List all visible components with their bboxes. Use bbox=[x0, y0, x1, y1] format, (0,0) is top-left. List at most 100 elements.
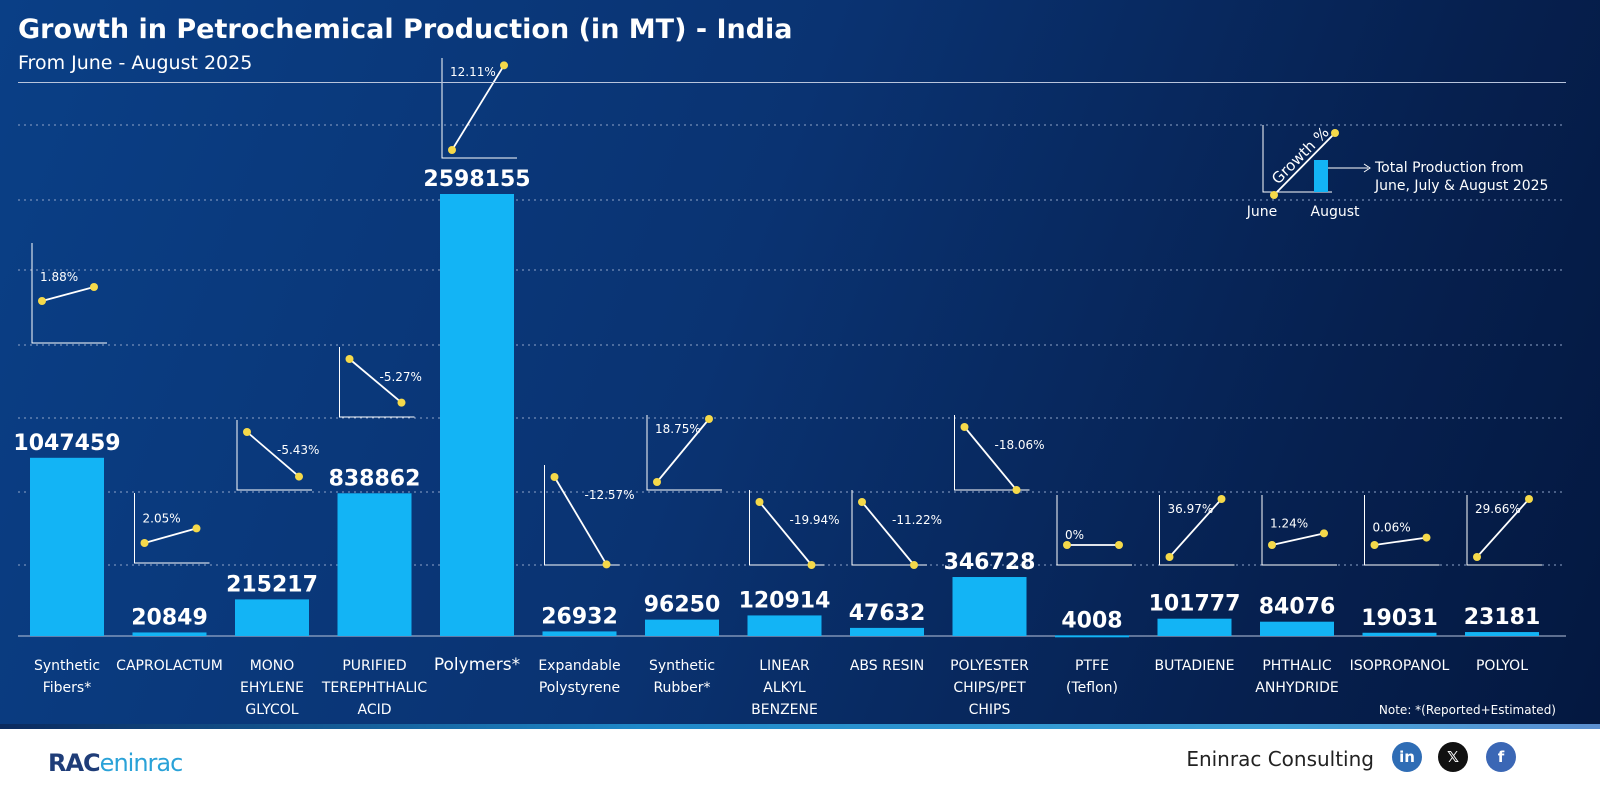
bar bbox=[747, 615, 822, 636]
eninrac-logo: RACeninrac bbox=[48, 749, 183, 777]
growth-axes bbox=[1261, 495, 1337, 566]
legend-bar-label: June, July & August 2025 bbox=[1374, 178, 1548, 194]
growth-end-point bbox=[1217, 495, 1226, 503]
legend-axes bbox=[1262, 125, 1332, 193]
growth-line bbox=[1168, 498, 1223, 558]
growth-end-point bbox=[1422, 533, 1431, 542]
data-label: 101777 bbox=[1149, 592, 1241, 617]
growth-axes bbox=[441, 58, 517, 159]
chart-background: 1047459 Synthetic Fibers* 1.88% 20849 CAPROLA… bbox=[0, 0, 1600, 728]
growth-start-point bbox=[960, 423, 969, 431]
growth-label: 18.75% bbox=[655, 422, 701, 436]
bar bbox=[235, 599, 309, 636]
category-label: ISOPROPANOL bbox=[1350, 658, 1450, 674]
bar bbox=[1362, 632, 1437, 636]
growth-line bbox=[861, 501, 915, 566]
growth-start-point bbox=[38, 297, 46, 305]
category-label: CAPROLACTUM bbox=[116, 658, 223, 674]
data-label: 20849 bbox=[131, 605, 208, 630]
category-label: PTFE (Teflon) bbox=[1066, 658, 1118, 696]
growth-axes bbox=[954, 415, 1030, 491]
growth-end-point bbox=[1115, 541, 1123, 549]
growth-label: 2.05% bbox=[143, 511, 181, 525]
legend-growth-line bbox=[1273, 132, 1336, 196]
category-label: Polymers* bbox=[434, 655, 520, 675]
chart-title: Growth in Petrochemical Production (in M… bbox=[18, 14, 793, 45]
growth-start-point bbox=[550, 473, 559, 481]
growth-line bbox=[553, 476, 608, 565]
growth-start-point bbox=[1165, 553, 1174, 561]
growth-line bbox=[1374, 536, 1427, 546]
data-label: 84076 bbox=[1259, 595, 1336, 620]
chart-area: 1047459 Synthetic Fibers* 1.88% 20849 CAPROLA… bbox=[13, 58, 1566, 718]
growth-line bbox=[963, 426, 1018, 491]
growth-axes bbox=[134, 493, 210, 564]
bar bbox=[645, 619, 719, 636]
title-divider bbox=[18, 82, 1566, 83]
linkedin-icon[interactable]: in bbox=[1392, 742, 1422, 772]
data-label: 120914 bbox=[739, 588, 831, 613]
growth-label: 29.66% bbox=[1475, 502, 1521, 516]
growth-line bbox=[144, 527, 197, 544]
growth-label: -12.57% bbox=[585, 488, 635, 502]
category-label: Synthetic Fibers* bbox=[34, 658, 100, 696]
growth-label: -11.22% bbox=[892, 513, 942, 527]
category-label: BUTADIENE bbox=[1155, 658, 1235, 674]
growth-start-point bbox=[345, 355, 354, 363]
data-label: 47632 bbox=[849, 601, 926, 626]
growth-label: -18.06% bbox=[995, 438, 1045, 452]
x-icon[interactable]: 𝕏 bbox=[1438, 742, 1468, 772]
data-label: 346728 bbox=[944, 550, 1036, 575]
growth-line bbox=[41, 286, 95, 302]
brand-name: Eninrac Consulting bbox=[1186, 747, 1374, 771]
category-label: Expandable Polystyrene bbox=[538, 658, 620, 696]
growth-label: 1.24% bbox=[1270, 516, 1308, 530]
growth-end-point bbox=[397, 398, 406, 407]
growth-start-point bbox=[1473, 553, 1481, 561]
bar bbox=[1157, 618, 1232, 636]
growth-end-point bbox=[295, 472, 303, 481]
growth-end-point bbox=[910, 561, 918, 569]
bar bbox=[132, 632, 207, 636]
data-label: 1047459 bbox=[13, 431, 120, 456]
legend-bar bbox=[1314, 160, 1328, 192]
growth-label: 0% bbox=[1065, 528, 1084, 542]
growth-axes bbox=[851, 490, 927, 566]
growth-line bbox=[1476, 498, 1530, 558]
growth-start-point bbox=[1063, 541, 1071, 549]
growth-end-point bbox=[807, 561, 816, 569]
legend-start-point bbox=[1270, 191, 1278, 199]
growth-start-point bbox=[653, 478, 661, 486]
category-label: Synthetic Rubber* bbox=[649, 658, 715, 696]
footer: RACeninrac Eninrac Consulting in 𝕏 f bbox=[0, 729, 1600, 800]
growth-start-point bbox=[1370, 541, 1379, 549]
legend-end-point bbox=[1331, 129, 1339, 137]
growth-axes bbox=[749, 490, 825, 566]
bar bbox=[850, 627, 924, 636]
growth-end-point bbox=[1320, 529, 1328, 538]
growth-label: 12.11% bbox=[450, 65, 496, 79]
bar bbox=[1465, 632, 1539, 636]
legend-arrow-head bbox=[1363, 163, 1371, 173]
growth-axes bbox=[1364, 495, 1440, 566]
growth-label: -5.43% bbox=[277, 443, 319, 457]
bar bbox=[30, 457, 104, 636]
growth-label: 0.06% bbox=[1373, 521, 1411, 535]
growth-line bbox=[758, 501, 813, 566]
growth-start-point bbox=[140, 539, 149, 547]
category-label: POLYESTER CHIPS/PET CHIPS bbox=[950, 658, 1029, 718]
growth-end-point bbox=[705, 415, 713, 423]
bar bbox=[440, 194, 514, 636]
bar bbox=[1055, 635, 1129, 638]
facebook-icon[interactable]: f bbox=[1486, 742, 1516, 772]
growth-axes bbox=[1159, 495, 1235, 566]
growth-line bbox=[1271, 532, 1325, 546]
growth-label: -5.27% bbox=[380, 370, 422, 384]
category-label: PURIFIED TEREPHTHALIC ACID bbox=[321, 658, 428, 718]
growth-axes bbox=[646, 415, 722, 491]
growth-end-point bbox=[1525, 495, 1533, 503]
category-label: POLYOL bbox=[1476, 658, 1528, 674]
category-label: MONO EHYLENE GLYCOL bbox=[240, 658, 304, 718]
growth-start-point bbox=[858, 498, 866, 506]
data-label: 215217 bbox=[226, 572, 318, 597]
